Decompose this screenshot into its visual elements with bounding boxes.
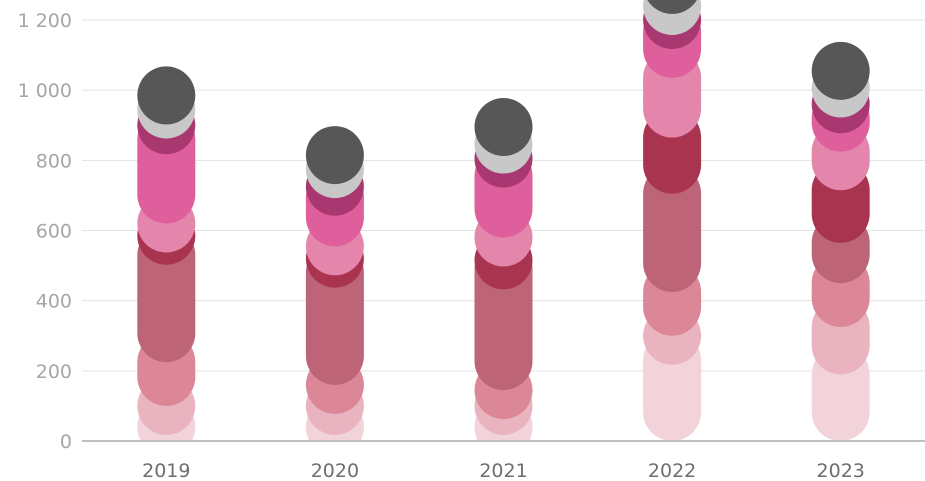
bar-segment <box>643 164 702 292</box>
x-axis-ticks: 2019 2020 2021 2022 2023 <box>142 460 865 481</box>
y-axis-ticks: 0 200 400 600 800 1 000 1 200 <box>18 10 72 453</box>
bar-stack <box>811 41 870 441</box>
x-tick-label: 2022 <box>648 460 696 481</box>
y-tick-label: 0 <box>60 431 72 453</box>
y-tick-label: 1 200 <box>18 10 72 32</box>
bars <box>137 0 870 441</box>
bar-segment <box>305 126 364 185</box>
y-tick-label: 400 <box>36 291 72 313</box>
bar-segment <box>137 66 196 125</box>
x-tick-label: 2023 <box>817 460 865 481</box>
y-tick-label: 800 <box>36 150 72 172</box>
x-tick-label: 2019 <box>142 460 190 481</box>
bar-stack <box>474 98 533 441</box>
y-tick-label: 600 <box>36 221 72 243</box>
bar-segment <box>811 41 870 100</box>
bar-stack <box>643 0 702 441</box>
bar-stack <box>305 126 364 441</box>
bar-segment <box>474 98 533 157</box>
bar-stack <box>137 66 196 441</box>
x-tick-label: 2020 <box>311 460 359 481</box>
y-tick-label: 1 000 <box>18 80 72 102</box>
x-tick-label: 2021 <box>479 460 527 481</box>
bar-segment <box>647 0 697 14</box>
y-tick-label: 200 <box>36 361 72 383</box>
